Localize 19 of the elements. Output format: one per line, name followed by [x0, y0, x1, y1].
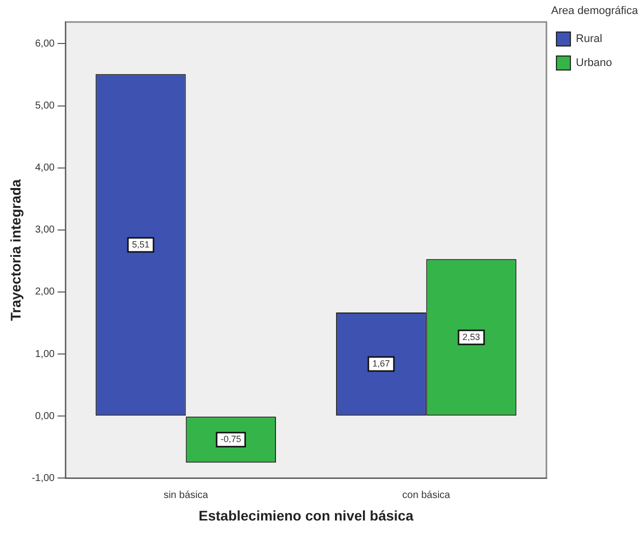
y-tick-label: 0,00	[35, 410, 56, 422]
y-tick-label: 4,00	[35, 162, 56, 174]
data-label: 5,51	[132, 239, 150, 250]
data-label: 2,53	[462, 332, 480, 342]
data-label: -0,75	[220, 434, 242, 444]
x-tick-label: con básica	[402, 490, 451, 501]
y-tick-label: -1,00	[32, 472, 56, 484]
x-axis-title: Establecimieno con nivel básica	[198, 507, 414, 524]
y-tick-label: 6,00	[35, 38, 56, 50]
y-tick-label: 3,00	[35, 224, 56, 236]
y-tick-label: 2,00	[35, 286, 56, 298]
y-tick-label: 1,00	[35, 348, 56, 360]
legend-title: Area demográfica	[551, 5, 638, 17]
data-label: 1,67	[372, 358, 390, 369]
legend-label: Urbano	[576, 57, 612, 70]
x-tick-label: sin básica	[164, 490, 208, 501]
y-axis-title: Trayectoria integrada	[7, 179, 24, 321]
legend-label: Rural	[576, 33, 602, 46]
y-tick-label: 5,00	[35, 100, 56, 112]
